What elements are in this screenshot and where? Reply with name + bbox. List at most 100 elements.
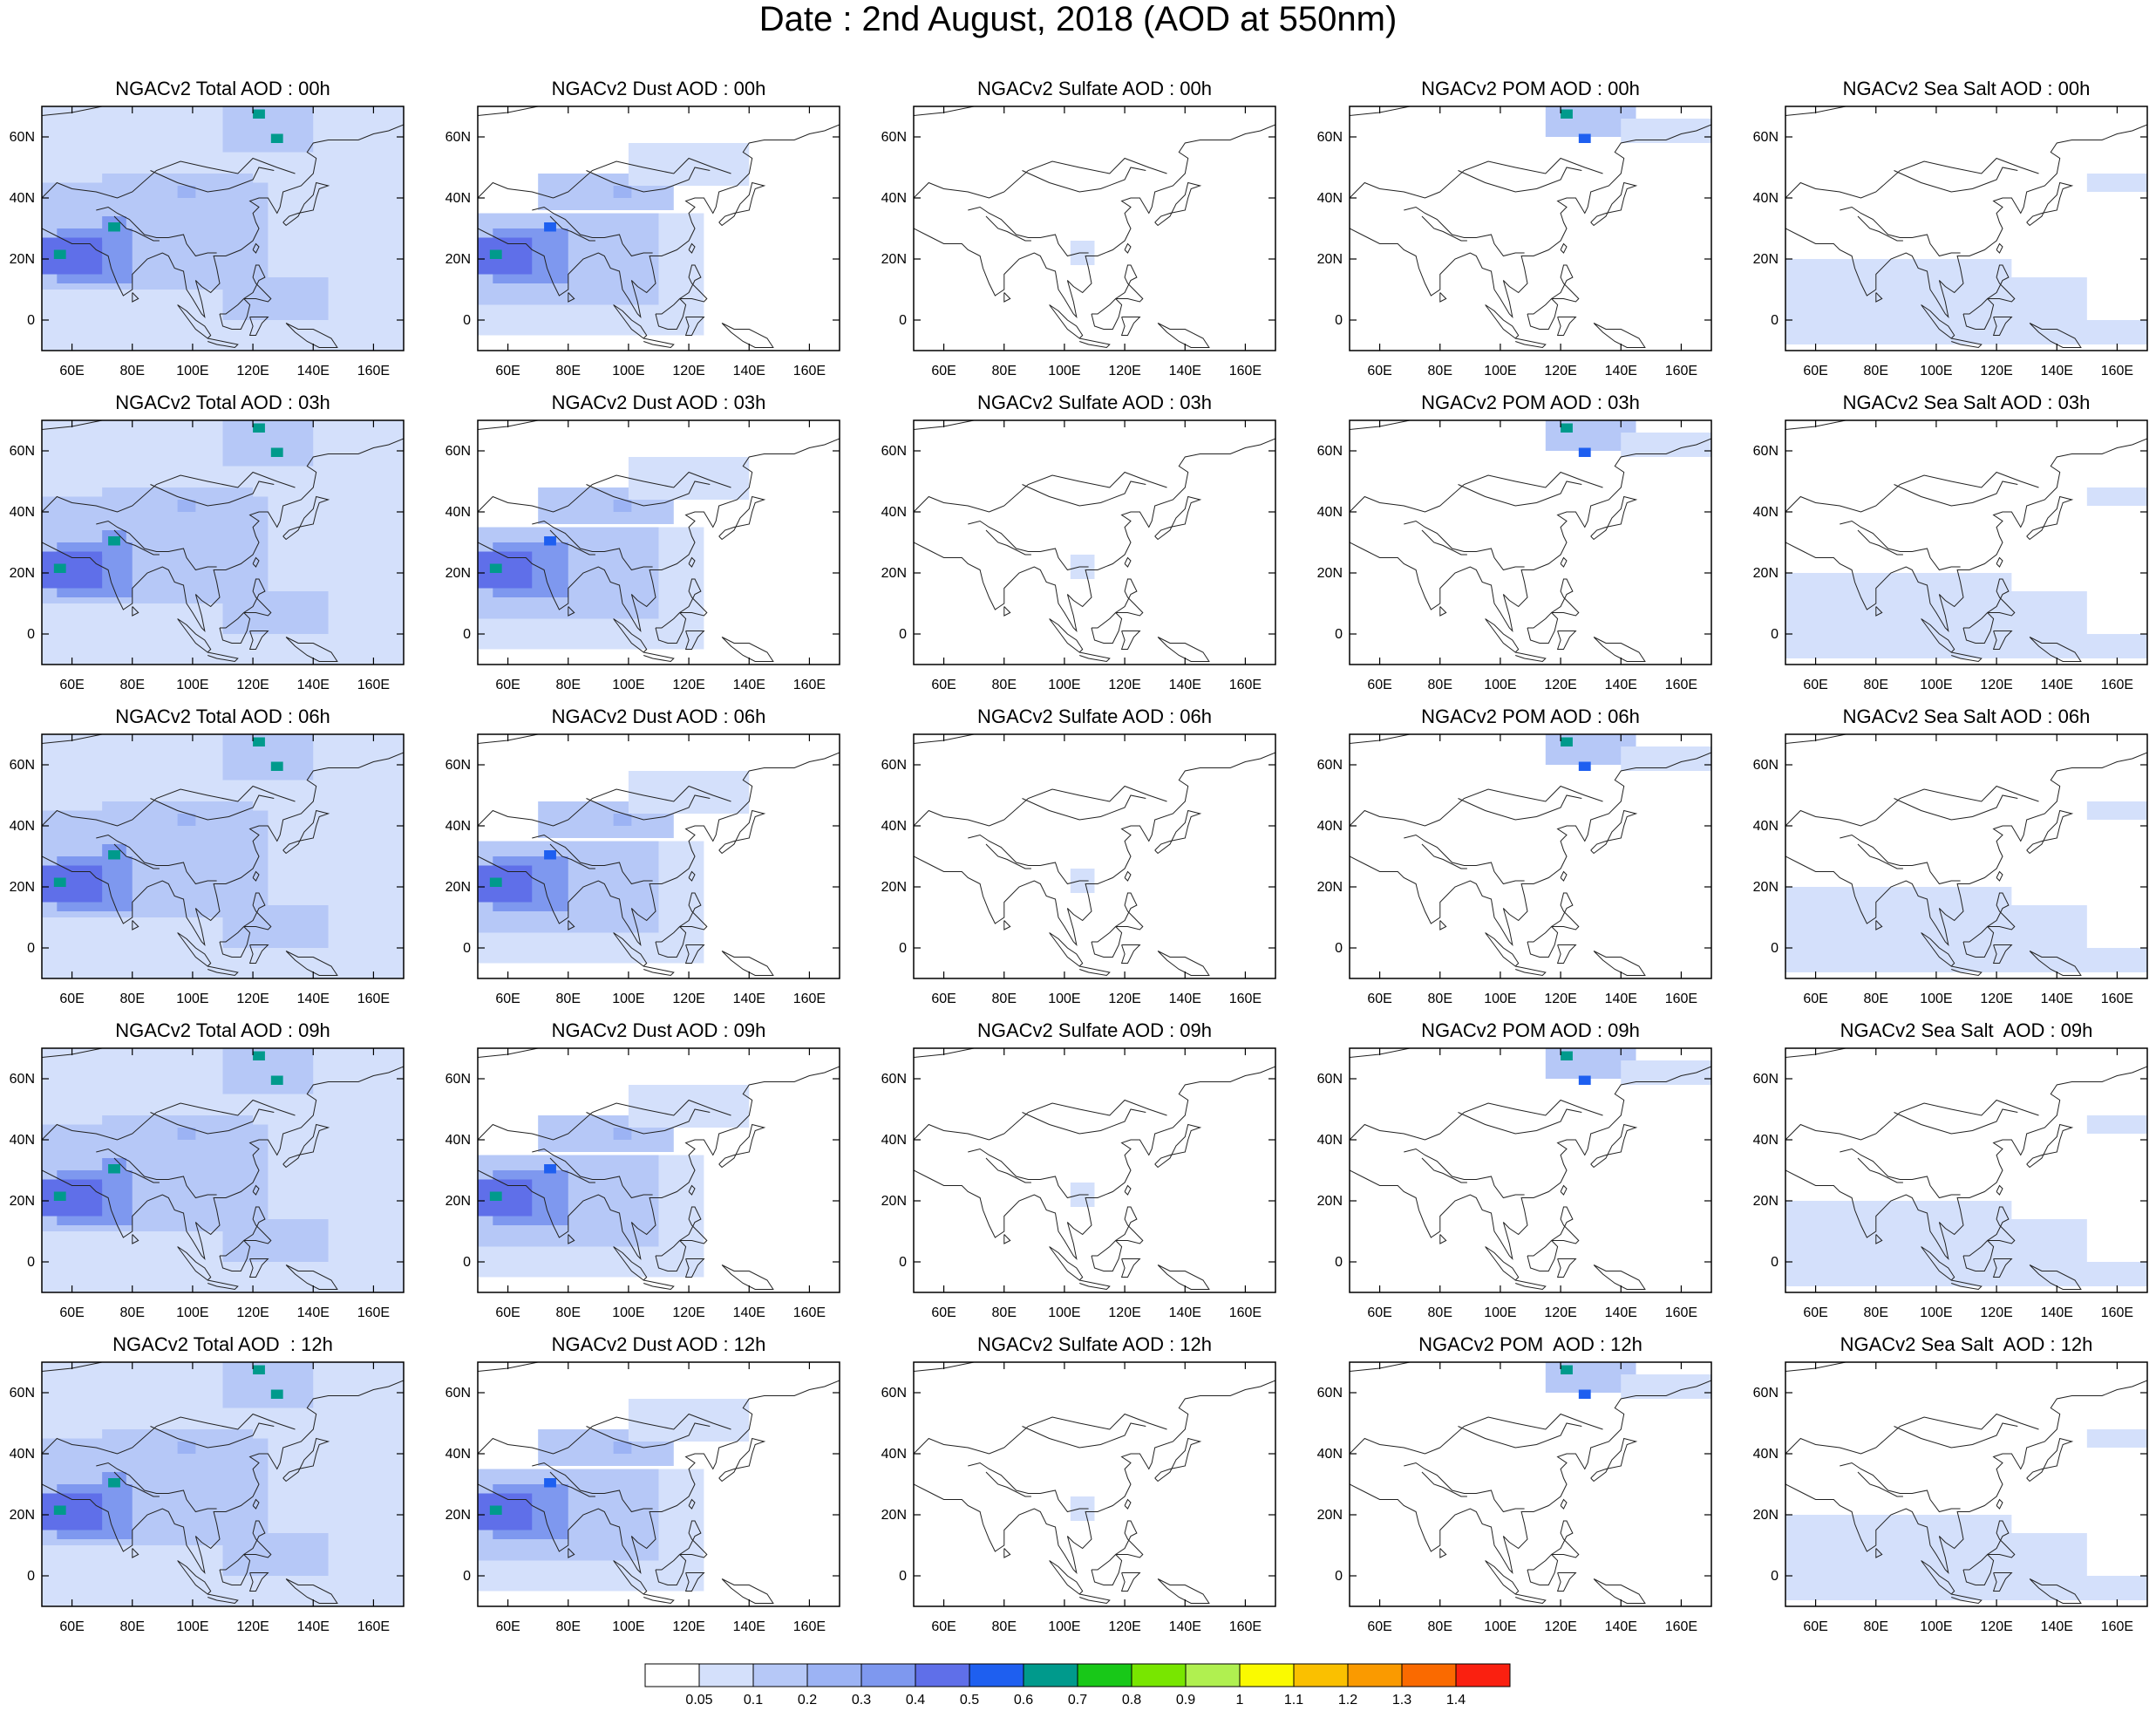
aod-field — [42, 734, 404, 978]
y-tick-label: 40N — [10, 1447, 35, 1462]
aod-cell — [628, 1085, 750, 1128]
x-tick-label: 160E — [793, 1305, 826, 1320]
x-tick-label: 120E — [236, 992, 269, 1006]
x-tick-label: 80E — [556, 992, 581, 1006]
aod-cell — [177, 814, 196, 826]
aod-field — [1785, 487, 2147, 658]
x-tick-label: 140E — [1605, 1619, 1637, 1634]
map-plot: 60E 80E 100E 120E 140E 160E 60N 40N 20N 0 — [1753, 1047, 2148, 1320]
aod-cell — [1966, 277, 2087, 320]
x-tick-label: 80E — [1428, 364, 1452, 378]
y-tick-label: 60N — [881, 1386, 907, 1401]
y-tick-label: 20N — [1753, 880, 1779, 895]
aod-cell — [222, 420, 314, 467]
plot-frame — [41, 1361, 405, 1607]
aod-cell — [489, 1191, 502, 1201]
x-tick-label: 80E — [120, 678, 145, 692]
aod-cell — [270, 1075, 283, 1085]
y-tick-label: 0 — [899, 941, 907, 956]
y-tick-label: 40N — [1317, 1133, 1343, 1148]
x-tick-label: 140E — [1169, 1619, 1201, 1634]
aod-cell — [2086, 801, 2147, 820]
x-tick-label: 160E — [793, 992, 826, 1006]
aod-cell — [53, 1505, 66, 1515]
x-tick-label: 80E — [1864, 364, 1888, 378]
y-tick-label: 60N — [881, 758, 907, 773]
x-tick-label: 140E — [1605, 364, 1637, 378]
y-tick-label: 40N — [445, 819, 471, 834]
y-tick-label: 60N — [881, 444, 907, 459]
aod-cell — [544, 850, 556, 860]
map-panel: NGACv2 POM AOD : 06h 60E 80E 100E 120E 140E 16… — [1317, 706, 1785, 1022]
coastline — [1350, 1048, 1711, 1291]
map-panel: NGACv2 Total AOD : 03h 60E 80E 100E 120E 140E… — [10, 392, 478, 708]
aod-field — [1545, 1048, 1711, 1085]
aod-cell — [1785, 1262, 2147, 1286]
y-tick-label: 40N — [1317, 505, 1343, 520]
colorbar-label: 0.05 — [685, 1693, 712, 1708]
x-tick-label: 140E — [733, 678, 765, 692]
aod-field — [1785, 1115, 2147, 1286]
x-tick-label: 60E — [59, 364, 84, 378]
x-tick-label: 60E — [1803, 1619, 1827, 1634]
colorbar-swatch — [969, 1663, 1024, 1687]
aod-cell — [544, 1164, 556, 1174]
colorbar-swatch — [1293, 1663, 1349, 1687]
aod-cell — [42, 1493, 103, 1530]
aod-cell — [177, 1128, 196, 1140]
x-tick-label: 140E — [1169, 678, 1201, 692]
aod-field — [42, 1362, 404, 1606]
map-plot: 60E 80E 100E 120E 140E 160E 60N 40N 20N 0 — [10, 1047, 405, 1320]
aod-cell — [1966, 905, 2087, 948]
x-tick-label: 80E — [556, 1305, 581, 1320]
colorbar: 0.05 0.1 0.2 0.3 0.4 0.5 0.6 0.7 0.8 0.9 1 1.1 1.2 1.… — [644, 1663, 1511, 1708]
plot-frame — [913, 1361, 1276, 1607]
x-tick-label: 160E — [1665, 678, 1697, 692]
x-tick-label: 60E — [495, 364, 520, 378]
x-tick-label: 60E — [1367, 992, 1391, 1006]
y-tick-label: 40N — [10, 505, 35, 520]
plot-frame — [1349, 1047, 1712, 1293]
map-plot: 60E 80E 100E 120E 140E 160E 60N 40N 20N 0 — [445, 733, 840, 1006]
x-tick-label: 160E — [357, 992, 390, 1006]
x-tick-label: 140E — [2041, 678, 2073, 692]
aod-field — [42, 420, 404, 665]
colorbar-swatch — [806, 1663, 862, 1687]
x-tick-label: 60E — [1803, 1305, 1827, 1320]
x-tick-label: 140E — [1169, 992, 1201, 1006]
map-panel: NGACv2 POM AOD : 09h 60E 80E 100E 120E 140E 16… — [1317, 1020, 1785, 1336]
aod-cell — [478, 1493, 533, 1530]
coastline — [914, 734, 1275, 977]
x-tick-label: 160E — [1229, 1619, 1262, 1634]
x-tick-label: 160E — [2101, 364, 2133, 378]
x-tick-label: 80E — [556, 364, 581, 378]
y-tick-label: 40N — [10, 191, 35, 206]
aod-field — [478, 143, 750, 336]
map-plot: 60E 80E 100E 120E 140E 160E 60N 40N 20N 0 — [881, 733, 1276, 1006]
x-tick-label: 120E — [1980, 992, 2012, 1006]
y-tick-label: 60N — [881, 130, 907, 145]
x-tick-label: 80E — [1864, 1619, 1888, 1634]
x-tick-label: 80E — [992, 678, 1017, 692]
panel-title: NGACv2 Total AOD : 12h — [112, 1333, 333, 1355]
aod-cell — [1785, 320, 2147, 344]
coastline — [478, 420, 840, 663]
x-tick-label: 100E — [1484, 364, 1516, 378]
x-tick-label: 60E — [1367, 678, 1391, 692]
aod-cell — [222, 1362, 314, 1408]
x-tick-label: 80E — [556, 678, 581, 692]
coastline — [42, 106, 404, 349]
map-plot: 60E 80E 100E 120E 140E 160E 60N 40N 20N 0 — [881, 419, 1276, 692]
x-tick-label: 60E — [59, 678, 84, 692]
y-tick-label: 0 — [1335, 1569, 1343, 1584]
aod-cell — [1621, 746, 1711, 771]
x-tick-label: 160E — [793, 1619, 826, 1634]
x-tick-label: 80E — [1428, 678, 1452, 692]
plot-frame — [913, 106, 1276, 351]
map-plot: 60E 80E 100E 120E 140E 160E 60N 40N 20N 0 — [1317, 106, 1712, 378]
panel-title: NGACv2 Dust AOD : 03h — [551, 392, 766, 413]
y-tick-label: 20N — [1317, 252, 1343, 267]
map-plot: 60E 80E 100E 120E 140E 160E 60N 40N 20N 0 — [1317, 1361, 1712, 1634]
y-tick-label: 0 — [899, 1569, 907, 1584]
